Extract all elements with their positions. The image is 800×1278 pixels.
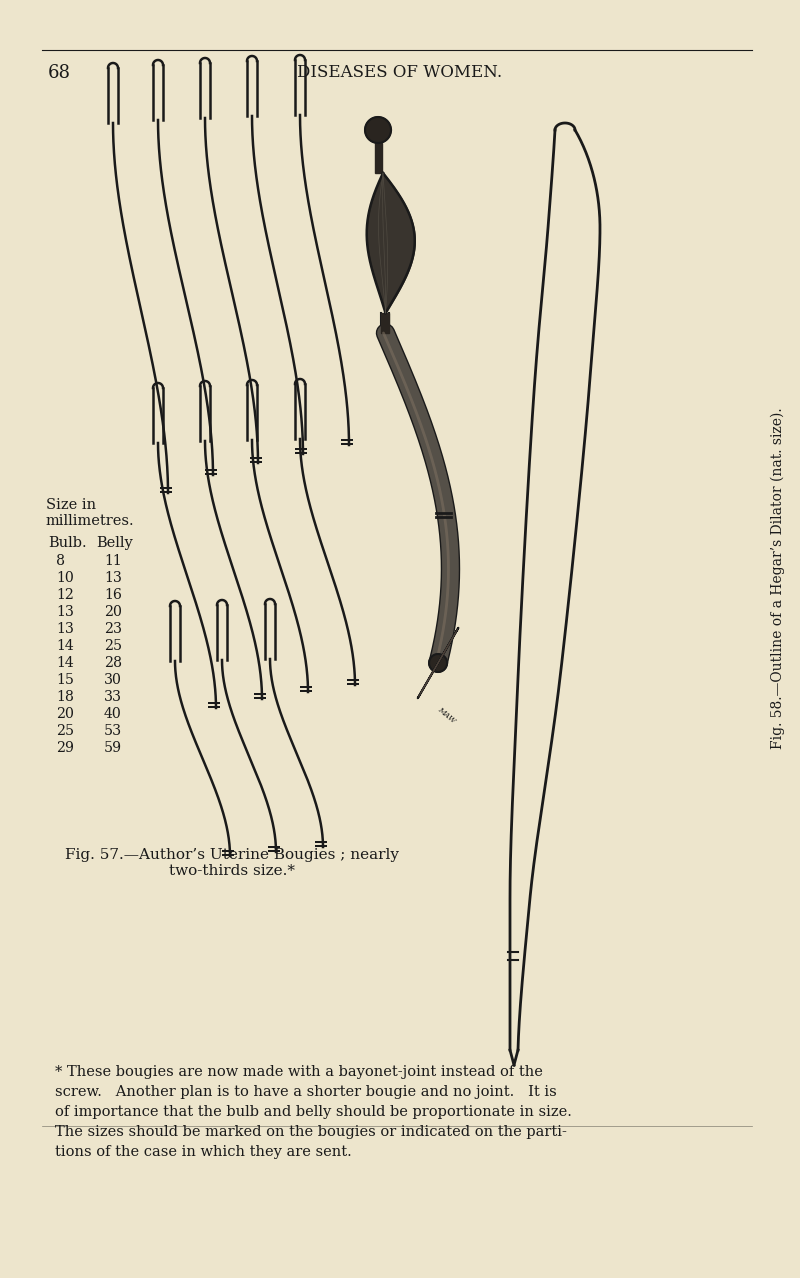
Text: 68: 68 [48, 64, 71, 82]
Text: The sizes should be marked on the bougies or indicated on the parti-: The sizes should be marked on the bougie… [55, 1125, 567, 1139]
Text: 15: 15 [56, 674, 74, 688]
Text: 18: 18 [56, 690, 74, 704]
Text: * These bougies are now made with a bayonet-joint instead of the: * These bougies are now made with a bayo… [55, 1065, 543, 1079]
Text: 13: 13 [104, 571, 122, 585]
Text: 13: 13 [56, 622, 74, 636]
Text: 14: 14 [56, 639, 74, 653]
Text: MAW: MAW [435, 705, 457, 725]
Polygon shape [382, 313, 390, 334]
Text: two-thirds size.*: two-thirds size.* [169, 864, 295, 878]
Text: 29: 29 [56, 741, 74, 755]
Polygon shape [418, 627, 458, 698]
Text: millimetres.: millimetres. [46, 514, 134, 528]
Polygon shape [374, 143, 382, 173]
Polygon shape [429, 654, 447, 672]
Text: Bulb.: Bulb. [48, 535, 86, 550]
Text: 33: 33 [104, 690, 122, 704]
Text: 8: 8 [56, 553, 65, 567]
Text: 25: 25 [104, 639, 122, 653]
Text: Belly: Belly [96, 535, 133, 550]
Text: tions of the case in which they are sent.: tions of the case in which they are sent… [55, 1145, 352, 1159]
Text: 14: 14 [56, 656, 74, 670]
Text: Size in: Size in [46, 498, 96, 512]
Text: 25: 25 [56, 725, 74, 737]
Text: 11: 11 [104, 553, 122, 567]
Text: 30: 30 [104, 674, 122, 688]
Text: Fig. 57.—Author’s Uterine Bougies ; nearly: Fig. 57.—Author’s Uterine Bougies ; near… [65, 849, 399, 861]
Text: 20: 20 [104, 604, 122, 619]
Polygon shape [365, 118, 391, 143]
Text: 28: 28 [104, 656, 122, 670]
Text: 13: 13 [56, 604, 74, 619]
Text: DISEASES OF WOMEN.: DISEASES OF WOMEN. [298, 64, 502, 81]
Text: 53: 53 [104, 725, 122, 737]
Text: 23: 23 [104, 622, 122, 636]
Text: 16: 16 [104, 588, 122, 602]
Text: of importance that the bulb and belly should be proportionate in size.: of importance that the bulb and belly sh… [55, 1105, 572, 1120]
Text: 40: 40 [104, 707, 122, 721]
Text: Fig. 58.—Outline of a Hegar’s Dilator (nat. size).: Fig. 58.—Outline of a Hegar’s Dilator (n… [771, 408, 785, 749]
Text: screw.   Another plan is to have a shorter bougie and no joint.   It is: screw. Another plan is to have a shorter… [55, 1085, 557, 1099]
Text: 20: 20 [56, 707, 74, 721]
Text: 10: 10 [56, 571, 74, 585]
Text: 12: 12 [56, 588, 74, 602]
Text: 59: 59 [104, 741, 122, 755]
